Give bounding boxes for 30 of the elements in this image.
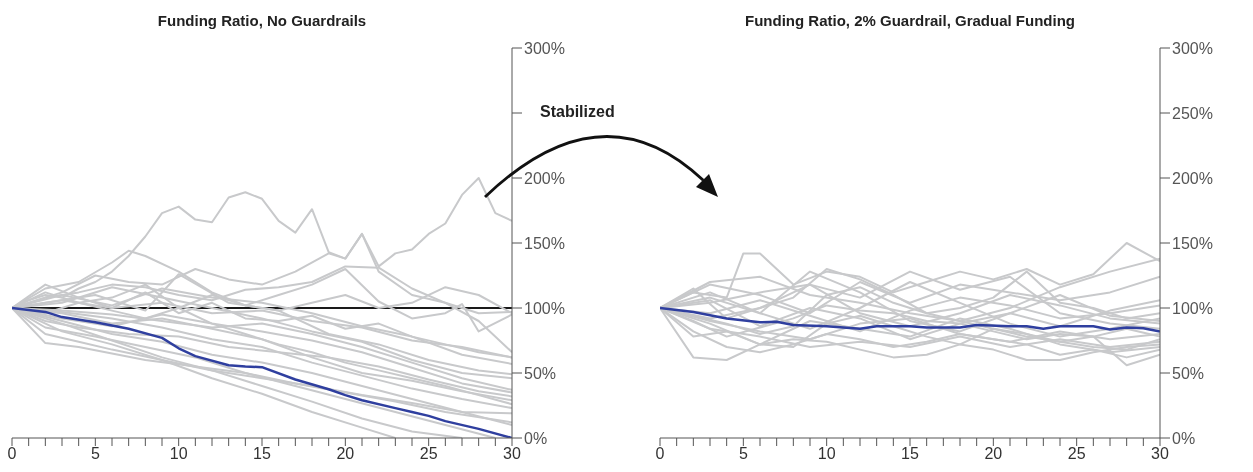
x-tick-label: 15 — [253, 445, 271, 463]
x-tick-label: 30 — [503, 445, 521, 463]
x-tick-label: 0 — [7, 445, 17, 463]
y-tick-label: 0% — [524, 429, 548, 447]
x-tick-label: 25 — [419, 445, 438, 463]
y-tick-label: 150% — [524, 234, 565, 252]
x-tick-label: 10 — [169, 445, 188, 463]
chart-title: Funding Ratio, No Guardrails — [156, 12, 368, 29]
y-tick-label: 300% — [1172, 39, 1213, 57]
x-tick-label: 20 — [984, 445, 1003, 463]
x-tick-label: 25 — [1067, 445, 1086, 463]
y-tick-label: 0% — [1172, 429, 1196, 447]
y-tick-label: 200% — [524, 169, 565, 187]
y-tick-label: 150% — [1172, 234, 1213, 252]
y-tick-label: 300% — [524, 39, 565, 57]
y-tick-label: 100% — [1172, 299, 1213, 317]
y-tick-label: 250% — [1172, 104, 1213, 122]
x-tick-label: 0 — [655, 445, 665, 463]
x-tick-label: 10 — [817, 445, 836, 463]
x-tick-label: 5 — [90, 445, 100, 463]
y-tick-label: 200% — [1172, 169, 1213, 187]
y-tick-label: 100% — [524, 299, 565, 317]
y-tick-label: 50% — [1172, 364, 1205, 382]
chart-title: Funding Ratio, 2% Guardrail, Gradual Funding — [744, 12, 1076, 29]
x-tick-label: 5 — [738, 445, 748, 463]
x-tick-label: 20 — [336, 445, 355, 463]
x-tick-label: 15 — [901, 445, 919, 463]
y-tick-label: 50% — [524, 364, 557, 382]
x-tick-label: 30 — [1151, 445, 1169, 463]
text: Stabilized — [540, 103, 615, 121]
